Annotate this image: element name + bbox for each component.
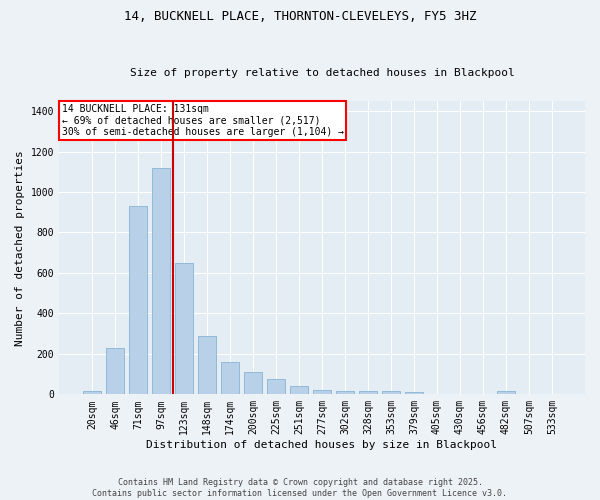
Bar (221, 362, 239, 394)
Text: Contains HM Land Registry data © Crown copyright and database right 2025.
Contai: Contains HM Land Registry data © Crown c… (92, 478, 508, 498)
Bar (290, 386, 308, 394)
Text: 14 BUCKNELL PLACE: 131sqm
← 69% of detached houses are smaller (2,517)
30% of se: 14 BUCKNELL PLACE: 131sqm ← 69% of detac… (62, 104, 344, 137)
Bar (129, 206, 147, 394)
Bar (152, 168, 170, 394)
Bar (83, 392, 101, 394)
Bar (497, 392, 515, 394)
Bar (405, 392, 423, 394)
Title: Size of property relative to detached houses in Blackpool: Size of property relative to detached ho… (130, 68, 514, 78)
Y-axis label: Number of detached properties: Number of detached properties (15, 150, 25, 346)
X-axis label: Distribution of detached houses by size in Blackpool: Distribution of detached houses by size … (146, 440, 497, 450)
Bar (198, 336, 216, 394)
Bar (382, 390, 400, 394)
Bar (359, 392, 377, 394)
Bar (106, 348, 124, 395)
Text: 14, BUCKNELL PLACE, THORNTON-CLEVELEYS, FY5 3HZ: 14, BUCKNELL PLACE, THORNTON-CLEVELEYS, … (124, 10, 476, 23)
Bar (313, 390, 331, 394)
Bar (175, 263, 193, 394)
Bar (267, 378, 285, 394)
Bar (336, 390, 354, 394)
Bar (244, 372, 262, 394)
